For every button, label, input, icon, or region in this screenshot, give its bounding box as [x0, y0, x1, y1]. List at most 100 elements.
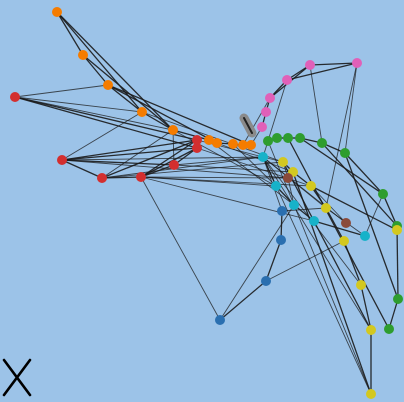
pink-node[interactable] — [352, 58, 362, 68]
blue-node[interactable] — [276, 235, 286, 245]
graph-edge — [309, 62, 358, 66]
graph-edge — [56, 11, 174, 131]
graph-edge — [107, 84, 143, 113]
yellow-node[interactable] — [278, 157, 288, 167]
graph-edge — [82, 54, 109, 86]
green-node[interactable] — [272, 133, 282, 143]
graph-edge — [267, 140, 372, 395]
yellow-node[interactable] — [356, 280, 366, 290]
graph-edge — [309, 64, 323, 144]
cyan-node[interactable] — [289, 200, 299, 210]
graph-edge — [61, 159, 175, 166]
red-node[interactable] — [10, 92, 20, 102]
graph-edge — [61, 111, 143, 161]
graph-edge — [14, 96, 174, 131]
green-node[interactable] — [317, 138, 327, 148]
red-node[interactable] — [97, 173, 107, 183]
node-layer — [10, 7, 403, 399]
green-node[interactable] — [393, 294, 403, 304]
graph-edge — [14, 96, 198, 149]
graph-edge — [310, 185, 398, 231]
orange-node[interactable] — [168, 125, 178, 135]
cyan-node[interactable] — [271, 181, 281, 191]
graph-edge — [173, 164, 294, 173]
pink-node[interactable] — [305, 60, 315, 70]
graph-edge — [61, 147, 198, 161]
graph-edge — [101, 161, 284, 179]
graph-edge — [219, 204, 295, 321]
graph-edge — [286, 62, 358, 81]
blue-node[interactable] — [277, 206, 287, 216]
blue-node[interactable] — [261, 276, 271, 286]
graph-edge — [364, 193, 384, 237]
cyan-node[interactable] — [258, 152, 268, 162]
green-node[interactable] — [295, 133, 305, 143]
grab-handle-icon[interactable] — [239, 113, 257, 138]
yellow-node[interactable] — [339, 236, 349, 246]
graph-edge — [321, 142, 398, 227]
graph-edge — [343, 240, 362, 286]
orange-node[interactable] — [204, 135, 214, 145]
red-node[interactable] — [57, 155, 67, 165]
graph-edge — [101, 129, 174, 179]
red-node[interactable] — [192, 135, 202, 145]
orange-node[interactable] — [228, 139, 238, 149]
red-node[interactable] — [136, 172, 146, 182]
graph-edge — [299, 137, 384, 195]
yellow-node[interactable] — [366, 325, 376, 335]
graph-edge — [56, 11, 84, 56]
pink-node[interactable] — [261, 107, 271, 117]
green-node[interactable] — [263, 136, 273, 146]
graph-edge — [14, 84, 109, 98]
graph-edge — [382, 193, 398, 227]
yellow-node[interactable] — [366, 389, 376, 399]
graph-edge — [282, 161, 372, 331]
graph-edge — [173, 156, 264, 166]
pink-node[interactable] — [282, 75, 292, 85]
orange-node[interactable] — [103, 80, 113, 90]
orange-node[interactable] — [212, 138, 222, 148]
blue-node[interactable] — [215, 315, 225, 325]
red-node[interactable] — [169, 160, 179, 170]
graph-edge — [344, 152, 384, 195]
graph-edge — [265, 239, 282, 282]
close-icon[interactable] — [2, 358, 32, 397]
graph-edge — [344, 62, 358, 154]
red-node[interactable] — [192, 143, 202, 153]
pink-node[interactable] — [257, 122, 267, 132]
yellow-node[interactable] — [321, 203, 331, 213]
graph-edge — [82, 54, 174, 131]
green-node[interactable] — [378, 189, 388, 199]
graph-edge — [140, 176, 221, 321]
graph-edge — [242, 97, 271, 146]
cyan-node[interactable] — [309, 216, 319, 226]
graph-edge — [265, 240, 345, 282]
graph-edge — [107, 84, 218, 144]
green-node[interactable] — [340, 148, 350, 158]
brown-node[interactable] — [341, 218, 351, 228]
graph-edge — [388, 298, 399, 330]
graph-edge — [14, 96, 143, 113]
yellow-node[interactable] — [306, 181, 316, 191]
orange-node[interactable] — [238, 140, 248, 150]
graph-edge — [325, 207, 345, 242]
graph-edge — [287, 137, 390, 330]
graph-edge — [281, 207, 327, 212]
pink-node[interactable] — [265, 93, 275, 103]
yellow-node[interactable] — [392, 225, 402, 235]
graph-edge — [61, 139, 198, 161]
green-node[interactable] — [283, 133, 293, 143]
edge-layer — [14, 11, 399, 395]
orange-node[interactable] — [78, 50, 88, 60]
graph-edge — [262, 156, 372, 331]
orange-node[interactable] — [137, 107, 147, 117]
graph-edge — [141, 111, 174, 131]
orange-node[interactable] — [52, 7, 62, 17]
green-node[interactable] — [384, 324, 394, 334]
brown-node[interactable] — [283, 173, 293, 183]
cyan-node[interactable] — [360, 231, 370, 241]
orange-node[interactable] — [246, 140, 256, 150]
graph-edge — [172, 129, 277, 187]
